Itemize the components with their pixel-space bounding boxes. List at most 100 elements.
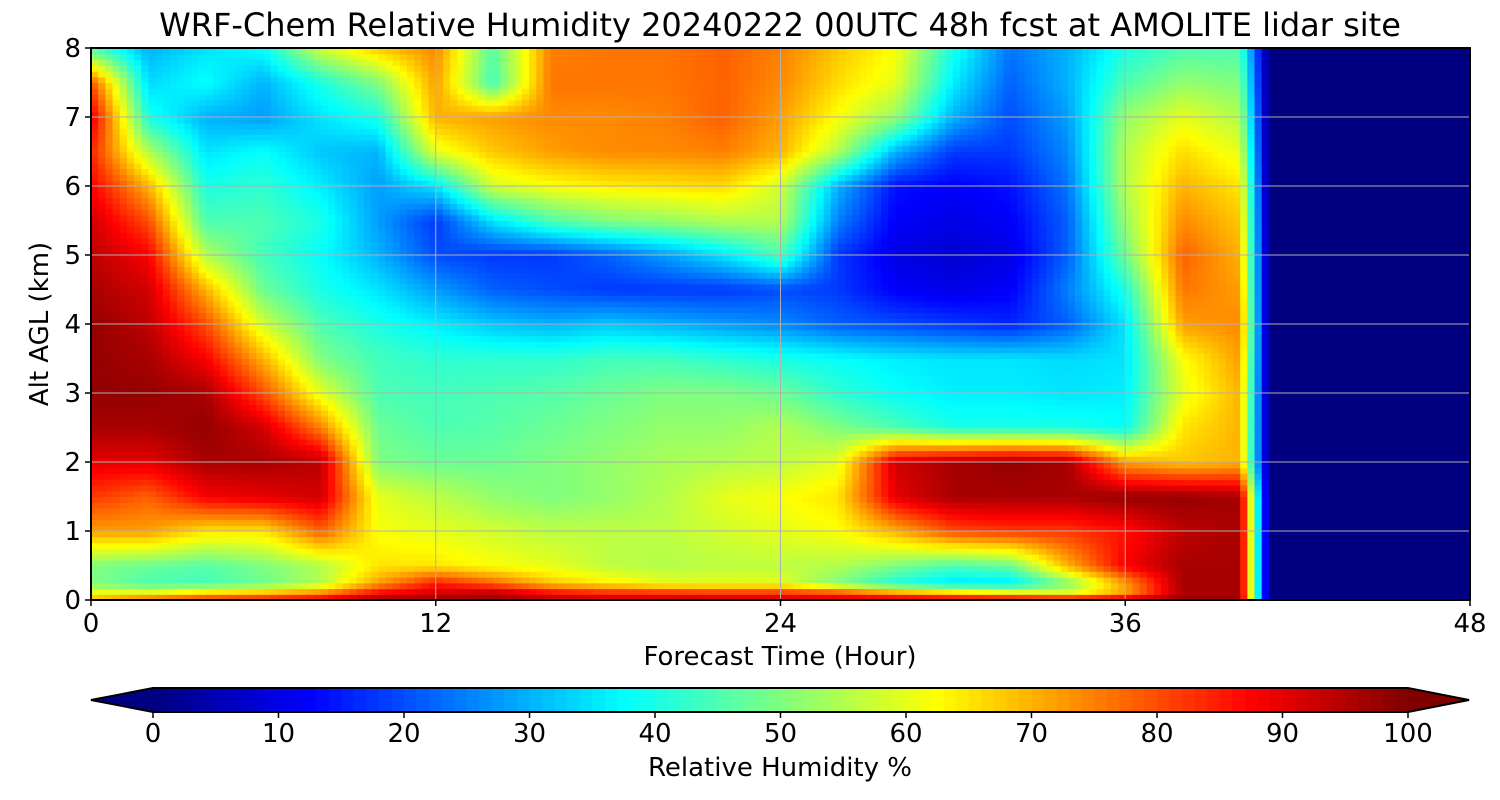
heatmap-cell <box>881 468 889 474</box>
heatmap-cell <box>1448 468 1456 474</box>
heatmap-cell <box>687 474 695 480</box>
heatmap-cell <box>235 502 243 508</box>
heatmap-cell <box>213 497 221 503</box>
heatmap-cell <box>156 583 164 589</box>
heatmap-cell <box>371 537 379 543</box>
heatmap-cell <box>1003 491 1011 497</box>
heatmap-cell <box>443 468 451 474</box>
heatmap-cell <box>895 479 903 485</box>
heatmap-cell <box>1413 537 1421 543</box>
heatmap-cell <box>1276 474 1284 480</box>
heatmap-cell <box>1111 502 1119 508</box>
heatmap-cell <box>709 566 717 572</box>
heatmap-cell <box>615 543 623 549</box>
heatmap-cell <box>989 577 997 583</box>
heatmap-cell <box>192 451 200 457</box>
heatmap-cell <box>314 508 322 514</box>
heatmap-cell <box>1326 560 1334 566</box>
heatmap-cell <box>1097 508 1105 514</box>
heatmap-cell <box>242 583 250 589</box>
heatmap-cell <box>1061 560 1069 566</box>
heatmap-cell <box>292 451 300 457</box>
heatmap-cell <box>788 502 796 508</box>
heatmap-cell <box>529 497 537 503</box>
heatmap-cell <box>1441 502 1449 508</box>
heatmap-cell <box>1434 566 1442 572</box>
heatmap-cell <box>967 491 975 497</box>
heatmap-cell <box>350 531 358 537</box>
heatmap-cell <box>299 451 307 457</box>
heatmap-cell <box>1082 566 1090 572</box>
heatmap-cell <box>838 491 846 497</box>
heatmap-cell <box>953 451 961 457</box>
heatmap-cell <box>170 508 178 514</box>
heatmap-cell <box>1448 583 1456 589</box>
heatmap-cell <box>953 502 961 508</box>
heatmap-cell <box>637 583 645 589</box>
heatmap-cell <box>91 508 99 514</box>
heatmap-cell <box>1183 520 1191 526</box>
heatmap-cell <box>752 508 760 514</box>
heatmap-cell <box>716 531 724 537</box>
heatmap-cell <box>1097 537 1105 543</box>
heatmap-cell <box>306 502 314 508</box>
heatmap-cell <box>134 589 142 595</box>
heatmap-cell <box>450 497 458 503</box>
heatmap-cell <box>436 497 444 503</box>
heatmap-cell <box>1061 520 1069 526</box>
heatmap-cell <box>1147 479 1155 485</box>
heatmap-cell <box>888 548 896 554</box>
heatmap-cell <box>910 462 918 468</box>
heatmap-cell <box>709 497 717 503</box>
heatmap-cell <box>163 497 171 503</box>
heatmap-cell <box>651 531 659 537</box>
heatmap-cell <box>292 583 300 589</box>
heatmap-cell <box>1262 474 1270 480</box>
heatmap-cell <box>781 543 789 549</box>
heatmap-cell <box>1161 554 1169 560</box>
heatmap-cell <box>493 468 501 474</box>
heatmap-cell <box>134 502 142 508</box>
heatmap-cell <box>414 583 422 589</box>
heatmap-cell <box>306 520 314 526</box>
heatmap-cell <box>371 514 379 520</box>
heatmap-cell <box>141 502 149 508</box>
heatmap-cell <box>508 571 516 577</box>
heatmap-cell <box>723 468 731 474</box>
heatmap-cell <box>120 497 128 503</box>
heatmap-cell <box>1391 589 1399 595</box>
heatmap-cell <box>421 537 429 543</box>
heatmap-cell <box>795 514 803 520</box>
heatmap-cell <box>615 474 623 480</box>
heatmap-cell <box>105 571 113 577</box>
heatmap-cell <box>350 485 358 491</box>
heatmap-cell <box>464 531 472 537</box>
heatmap-cell <box>414 589 422 595</box>
heatmap-cell <box>996 485 1004 491</box>
heatmap-cell <box>1413 514 1421 520</box>
heatmap-cell <box>752 451 760 457</box>
heatmap-cell <box>148 514 156 520</box>
heatmap-cell <box>759 508 767 514</box>
heatmap-cell <box>1362 468 1370 474</box>
heatmap-cell <box>371 548 379 554</box>
heatmap-cell <box>184 451 192 457</box>
heatmap-cell <box>752 497 760 503</box>
heatmap-cell <box>220 531 228 537</box>
heatmap-cell <box>1434 583 1442 589</box>
heatmap-cell <box>429 554 437 560</box>
heatmap-cell <box>608 583 616 589</box>
heatmap-cell <box>127 566 135 572</box>
heatmap-cell <box>1010 548 1018 554</box>
heatmap-cell <box>673 491 681 497</box>
heatmap-cell <box>974 548 982 554</box>
heatmap-cell <box>1097 468 1105 474</box>
heatmap-cell <box>1434 497 1442 503</box>
heatmap-cell <box>903 548 911 554</box>
heatmap-cell <box>1305 543 1313 549</box>
heatmap-cell <box>1369 560 1377 566</box>
heatmap-cell <box>694 560 702 566</box>
heatmap-cell <box>98 468 106 474</box>
heatmap-cell <box>910 548 918 554</box>
heatmap-cell <box>637 462 645 468</box>
